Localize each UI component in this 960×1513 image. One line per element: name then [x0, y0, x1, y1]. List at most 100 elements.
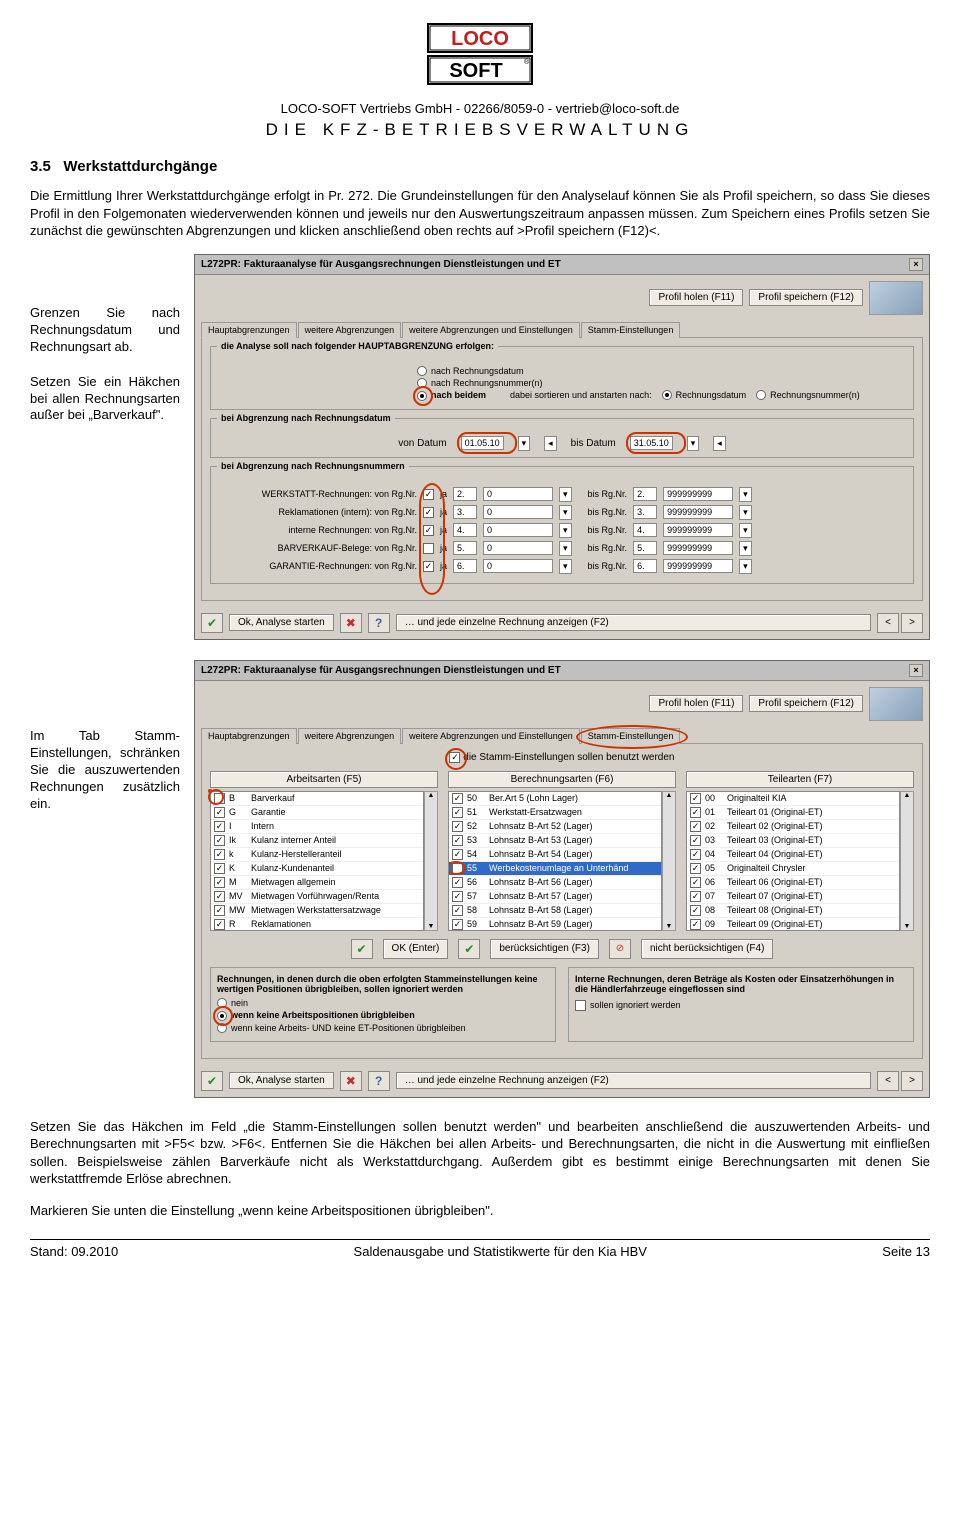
list-item[interactable]: 50Ber.Art 5 (Lohn Lager)	[449, 792, 661, 806]
list-item[interactable]: 51Werkstatt-Ersatzwagen	[449, 806, 661, 820]
ok-analyse-button[interactable]: Ok, Analyse starten	[229, 614, 334, 631]
profil-speichern-button[interactable]: Profil speichern (F12)	[749, 289, 863, 306]
list-item[interactable]: kKulanz-Herstelleranteil	[211, 848, 423, 862]
group-left: Rechnungen, in denen durch die oben erfo…	[210, 967, 556, 1042]
radio-rechnungsdatum[interactable]: nach Rechnungsdatum	[417, 366, 907, 376]
nav-left-icon[interactable]: <	[877, 1071, 899, 1091]
arbeitsarten-list[interactable]: BBarverkaufGGarantieIInternIkKulanz inte…	[210, 791, 424, 931]
list-item[interactable]: 02Teileart 02 (Original-ET)	[687, 820, 899, 834]
paragraph-3: Markieren Sie unten die Einstellung „wen…	[30, 1202, 930, 1220]
list-item[interactable]: 04Teileart 04 (Original-ET)	[687, 848, 899, 862]
radio-beidem[interactable]: nach beidem dabei sortieren und anstarte…	[417, 390, 907, 401]
arbeitsarten-button[interactable]: Arbeitsarten (F5)	[210, 771, 438, 788]
tabs: Hauptabgrenzungen weitere Abgrenzungen w…	[195, 321, 929, 337]
profil-holen-button[interactable]: Profil holen (F11)	[649, 289, 743, 306]
list-item[interactable]: 55Werbekostenumlage an Unterhänd	[449, 862, 661, 876]
tab-hauptabgrenzungen[interactable]: Hauptabgrenzungen	[201, 322, 297, 338]
nav-left-icon[interactable]: <	[877, 613, 899, 633]
rn-row: WERKSTATT-Rechnungen: von Rg.Nr.ja2.0▾bi…	[217, 487, 907, 502]
nicht-beruecksichtigen-button[interactable]: nicht berücksichtigen (F4)	[641, 939, 774, 959]
radio-keine-arbeits-et[interactable]: wenn keine Arbeits- UND keine ET-Positio…	[217, 1023, 549, 1033]
tab-weitere-abgrenzungen-einstellungen[interactable]: weitere Abgrenzungen und Einstellungen	[402, 322, 580, 338]
dialog-title: L272PR: Fakturaanalyse für Ausgangsrechn…	[201, 259, 561, 270]
block-icon[interactable]: ⊘	[609, 939, 631, 959]
list-item[interactable]: 53Lohnsatz B-Art 53 (Lager)	[449, 834, 661, 848]
list-item[interactable]: 06Teileart 06 (Original-ET)	[687, 876, 899, 890]
list-item[interactable]: 52Lohnsatz B-Art 52 (Lager)	[449, 820, 661, 834]
tick-icon[interactable]: ✔	[458, 939, 480, 959]
list-item[interactable]: 59Lohnsatz B-Art 59 (Lager)	[449, 918, 661, 931]
list-item[interactable]: BBarverkauf	[211, 792, 423, 806]
paragraph-2: Setzen Sie das Häkchen im Feld „die Stam…	[30, 1118, 930, 1188]
check-icon[interactable]: ✔	[351, 939, 373, 959]
berechnungsarten-button[interactable]: Berechnungsarten (F6)	[448, 771, 676, 788]
nav-right-icon[interactable]: >	[901, 1071, 923, 1091]
close-icon[interactable]: ×	[909, 258, 923, 271]
tab-hauptabgrenzungen[interactable]: Hauptabgrenzungen	[201, 728, 297, 744]
help-icon[interactable]: ?	[368, 1071, 390, 1091]
check-icon[interactable]: ✔	[201, 1071, 223, 1091]
close-icon[interactable]: ×	[909, 664, 923, 677]
list-item[interactable]: IIntern	[211, 820, 423, 834]
radio-nein[interactable]: nein	[217, 998, 549, 1008]
check-icon[interactable]: ✔	[201, 613, 223, 633]
einzel-button[interactable]: … und jede einzelne Rechnung anzeigen (F…	[396, 614, 871, 631]
tab-stamm-einstellungen[interactable]: Stamm-Einstellungen	[581, 728, 681, 744]
list-item[interactable]: GGarantie	[211, 806, 423, 820]
list-item[interactable]: MMietwagen allgemein	[211, 876, 423, 890]
rn-row: GARANTIE-Rechnungen: von Rg.Nr.ja6.0▾bis…	[217, 559, 907, 574]
list-item[interactable]: 09Teileart 09 (Original-ET)	[687, 918, 899, 931]
list-item[interactable]: IkKulanz interner Anteil	[211, 834, 423, 848]
teilearten-list[interactable]: 00Originalteil KIA01Teileart 01 (Origina…	[686, 791, 900, 931]
list-item[interactable]: 00Originalteil KIA	[687, 792, 899, 806]
list-item[interactable]: 56Lohnsatz B-Art 56 (Lager)	[449, 876, 661, 890]
page-footer: Stand: 09.2010 Saldenausgabe und Statist…	[30, 1239, 930, 1259]
profil-speichern-button[interactable]: Profil speichern (F12)	[749, 695, 863, 712]
list-item[interactable]: 03Teileart 03 (Original-ET)	[687, 834, 899, 848]
list-item[interactable]: 57Lohnsatz B-Art 57 (Lager)	[449, 890, 661, 904]
cancel-icon[interactable]: ✖	[340, 613, 362, 633]
tab-weitere-abgrenzungen[interactable]: weitere Abgrenzungen	[298, 728, 402, 744]
dialog-1: L272PR: Fakturaanalyse für Ausgangsrechn…	[194, 254, 930, 640]
list-item[interactable]: 58Lohnsatz B-Art 58 (Lager)	[449, 904, 661, 918]
ok-analyse-button[interactable]: Ok, Analyse starten	[229, 1072, 334, 1089]
berechnungsarten-list[interactable]: 50Ber.Art 5 (Lohn Lager)51Werkstatt-Ersa…	[448, 791, 662, 931]
profil-holen-button[interactable]: Profil holen (F11)	[649, 695, 743, 712]
list-item[interactable]: MVMietwagen Vorführwagen/Renta	[211, 890, 423, 904]
tab-weitere-abgrenzungen[interactable]: weitere Abgrenzungen	[298, 322, 402, 338]
group-right: Interne Rechnungen, deren Beträge als Ko…	[568, 967, 914, 1042]
list-item[interactable]: RReklamationen	[211, 918, 423, 931]
rn-row: BARVERKAUF-Belege: von Rg.Nr.ja5.0▾bis R…	[217, 541, 907, 556]
tab-stamm-einstellungen[interactable]: Stamm-Einstellungen	[581, 322, 681, 338]
radio-rechnungsnummern[interactable]: nach Rechnungsnummer(n)	[417, 378, 907, 388]
svg-text:SOFT: SOFT	[449, 60, 502, 82]
logo: LOCO SOFT ®	[30, 20, 930, 93]
list-item[interactable]: 54Lohnsatz B-Art 54 (Lager)	[449, 848, 661, 862]
nav-right-icon[interactable]: >	[901, 613, 923, 633]
einzel-button[interactable]: … und jede einzelne Rechnung anzeigen (F…	[396, 1072, 871, 1089]
section-heading: 3.5 Werkstattdurchgänge	[30, 158, 930, 175]
decorative-image	[869, 687, 923, 721]
date-to-input[interactable]: 31.05.10	[630, 436, 673, 450]
list-item[interactable]: MWMietwagen Werkstattersatzwage	[211, 904, 423, 918]
cancel-icon[interactable]: ✖	[340, 1071, 362, 1091]
tabs: Hauptabgrenzungen weitere Abgrenzungen w…	[195, 727, 929, 743]
teilearten-button[interactable]: Teilearten (F7)	[686, 771, 914, 788]
list-item[interactable]: 05Originalteil Chrysler	[687, 862, 899, 876]
list-item[interactable]: 07Teileart 07 (Original-ET)	[687, 890, 899, 904]
tab-weitere-abgrenzungen-einstellungen[interactable]: weitere Abgrenzungen und Einstellungen	[402, 728, 580, 744]
stamm-check[interactable]	[449, 752, 460, 763]
list-item[interactable]: 08Teileart 08 (Original-ET)	[687, 904, 899, 918]
header-info: LOCO-SOFT Vertriebs GmbH - 02266/8059-0 …	[30, 101, 930, 116]
dialog-title: L272PR: Fakturaanalyse für Ausgangsrechn…	[201, 665, 561, 676]
date-from-input[interactable]: 01.05.10	[461, 436, 504, 450]
list-item[interactable]: KKulanz-Kundenanteil	[211, 862, 423, 876]
group-rn: bei Abgrenzung nach Rechnungsnummern WER…	[210, 466, 914, 584]
help-icon[interactable]: ?	[368, 613, 390, 633]
beruecksichtigen-button[interactable]: berücksichtigen (F3)	[490, 939, 599, 959]
ok-enter-button[interactable]: OK (Enter)	[383, 939, 449, 959]
list-item[interactable]: 01Teileart 01 (Original-ET)	[687, 806, 899, 820]
side-text-2: Im Tab Stamm-Einstellungen, schränken Si…	[30, 660, 180, 900]
ignore-check[interactable]: sollen ignoriert werden	[575, 1000, 907, 1011]
radio-keine-arbeitspos[interactable]: wenn keine Arbeitspositionen übrigbleibe…	[217, 1010, 549, 1021]
